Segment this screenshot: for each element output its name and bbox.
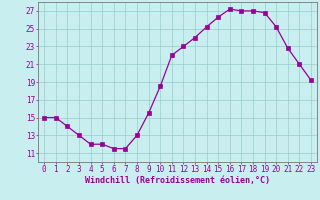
X-axis label: Windchill (Refroidissement éolien,°C): Windchill (Refroidissement éolien,°C) (85, 176, 270, 185)
